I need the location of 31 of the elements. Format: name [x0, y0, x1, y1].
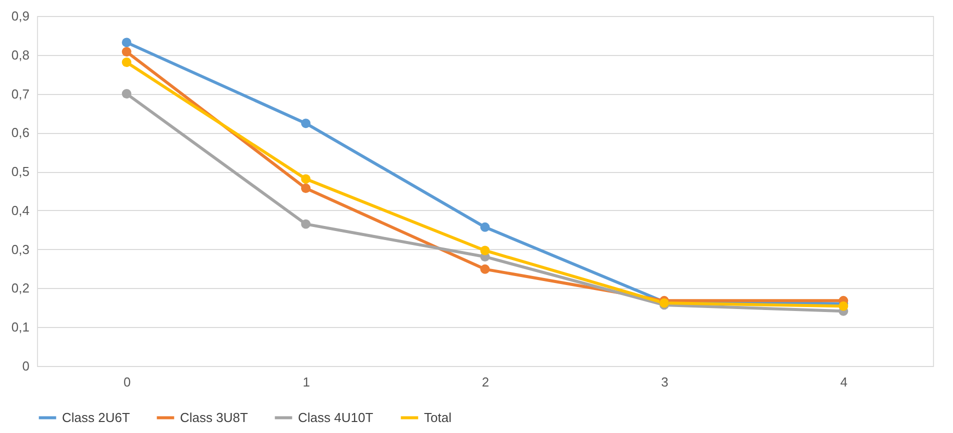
x-tick-label: 0: [123, 374, 131, 390]
point: [480, 246, 490, 256]
y-tick-label: 0: [22, 358, 30, 374]
x-tick-label: 2: [482, 374, 490, 390]
y-tick-label: 0,4: [11, 202, 30, 218]
legend-label: Class 3U8T: [180, 410, 248, 425]
point: [122, 47, 132, 57]
y-tick-label: 0,5: [11, 164, 30, 180]
point: [480, 222, 490, 232]
point: [301, 118, 311, 128]
point: [301, 184, 311, 194]
legend-label: Class 2U6T: [62, 410, 130, 425]
y-tick-label: 0,2: [11, 280, 30, 296]
y-tick-label: 0,7: [11, 86, 30, 102]
x-tick-label: 1: [302, 374, 310, 390]
point: [480, 264, 490, 274]
point: [301, 174, 311, 184]
y-tick-label: 0,6: [11, 125, 30, 140]
point: [301, 219, 311, 229]
point: [122, 58, 132, 68]
y-tick-label: 0,9: [11, 8, 30, 24]
point: [122, 89, 132, 99]
y-tick-label: 0,3: [11, 242, 30, 257]
x-tick-label: 4: [840, 374, 848, 390]
y-tick-label: 0,1: [11, 320, 30, 335]
point: [838, 301, 848, 311]
y-tick-label: 0,8: [11, 47, 30, 62]
point: [122, 38, 132, 48]
legend-label: Class 4U10T: [298, 410, 374, 425]
legend-label: Total: [424, 410, 452, 425]
x-tick-label: 3: [661, 374, 668, 390]
